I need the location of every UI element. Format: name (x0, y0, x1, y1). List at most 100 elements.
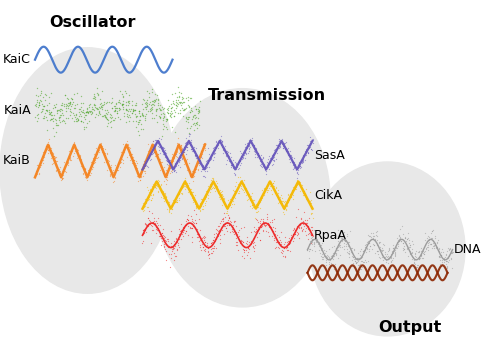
Point (260, 191, 268, 196)
Point (170, 246, 177, 251)
Point (88, 160, 96, 165)
Point (105, 163, 113, 169)
Point (312, 236, 320, 241)
Point (151, 222, 159, 227)
Point (271, 225, 279, 231)
Point (266, 223, 274, 228)
Point (138, 202, 146, 208)
Point (302, 149, 310, 154)
Point (146, 145, 154, 150)
Point (229, 194, 237, 199)
Point (210, 149, 218, 155)
Point (312, 238, 320, 243)
Point (49, 115, 57, 121)
Point (192, 153, 200, 159)
Point (304, 143, 312, 148)
Point (158, 231, 166, 236)
Point (78, 114, 86, 119)
Point (246, 142, 254, 148)
Point (132, 158, 140, 164)
Point (180, 145, 188, 150)
Point (181, 157, 189, 162)
Point (238, 239, 246, 244)
Point (56, 164, 64, 169)
Point (308, 236, 316, 241)
Point (67, 103, 75, 109)
Point (291, 232, 299, 237)
Point (244, 249, 252, 255)
Point (192, 155, 200, 161)
Point (268, 157, 276, 162)
Point (178, 149, 186, 154)
Point (182, 116, 190, 121)
Point (254, 198, 262, 204)
Point (110, 162, 118, 168)
Point (260, 168, 268, 173)
Point (334, 235, 342, 240)
Point (334, 238, 342, 243)
Point (149, 150, 157, 155)
Point (355, 255, 363, 261)
Point (186, 225, 194, 231)
Point (144, 223, 152, 229)
Point (294, 172, 302, 177)
Point (164, 98, 172, 103)
Point (154, 177, 162, 183)
Point (426, 241, 434, 246)
Point (142, 156, 150, 161)
Point (42, 107, 50, 113)
Point (284, 201, 292, 206)
Point (444, 245, 452, 250)
Point (254, 202, 262, 207)
Point (76, 153, 84, 159)
Point (77, 118, 85, 124)
Point (234, 248, 242, 253)
Point (254, 224, 262, 230)
Point (242, 186, 250, 191)
Point (250, 204, 258, 210)
Point (115, 100, 123, 105)
Point (70, 105, 78, 111)
Point (232, 229, 239, 234)
Point (242, 145, 250, 150)
Point (252, 226, 260, 232)
Point (318, 251, 326, 256)
Point (224, 204, 232, 209)
Point (192, 164, 200, 169)
Point (209, 184, 217, 190)
Point (170, 154, 178, 160)
Point (240, 184, 248, 189)
Point (446, 246, 454, 251)
Point (345, 251, 353, 256)
Point (93, 151, 101, 157)
Point (314, 243, 322, 249)
Text: Oscillator: Oscillator (49, 15, 136, 30)
Point (63, 159, 71, 165)
Point (207, 241, 215, 246)
Point (70, 105, 78, 111)
Point (258, 216, 266, 222)
Point (362, 249, 370, 254)
Point (448, 265, 456, 270)
Point (50, 153, 58, 159)
Point (254, 151, 262, 157)
Point (325, 262, 333, 267)
Point (307, 197, 315, 203)
Point (438, 247, 446, 252)
Point (202, 196, 209, 202)
Point (58, 175, 66, 180)
Point (172, 247, 180, 252)
Point (62, 170, 70, 175)
Point (215, 229, 223, 234)
Point (336, 244, 344, 249)
Point (372, 229, 380, 235)
Point (374, 242, 382, 248)
Point (264, 163, 272, 168)
Point (238, 154, 246, 160)
Point (94, 90, 102, 95)
Point (146, 109, 154, 114)
Point (166, 228, 174, 233)
Point (212, 236, 220, 241)
Point (152, 218, 160, 224)
Point (166, 162, 174, 167)
